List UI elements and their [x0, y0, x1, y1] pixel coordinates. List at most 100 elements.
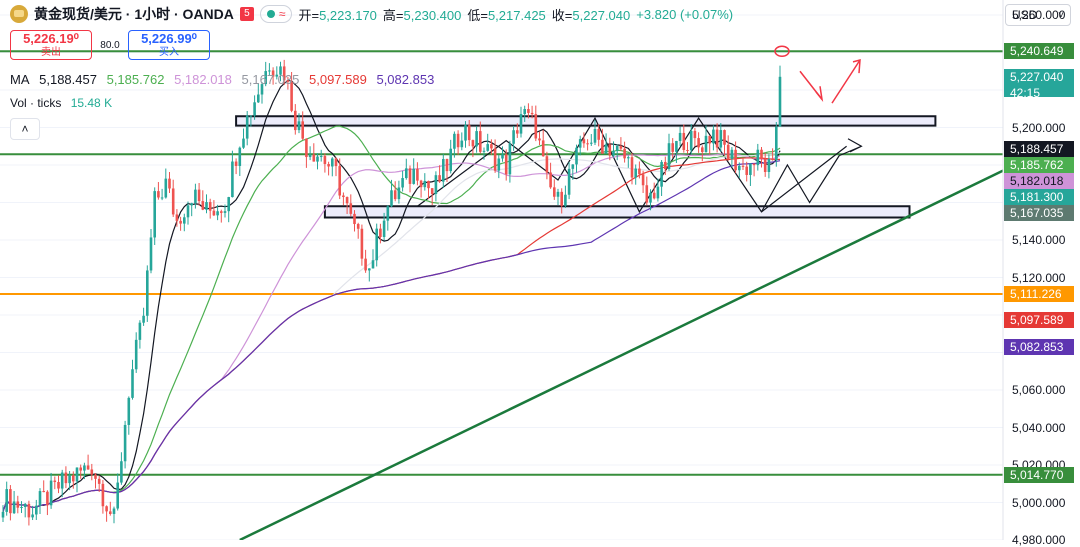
candle-106 [393, 181, 397, 202]
volume-legend[interactable]: Vol · ticks 15.48 K [10, 96, 112, 110]
candle-body [708, 135, 711, 144]
collapse-legend-button[interactable]: ˄ [10, 118, 40, 140]
candle-body [371, 260, 375, 269]
candle-43 [160, 188, 164, 201]
candle-139 [516, 123, 519, 138]
ohlc-open: 开=5,223.170 [298, 7, 377, 23]
candle-body [220, 211, 223, 213]
annotations[interactable] [774, 45, 863, 157]
candle-body [316, 156, 319, 162]
price-tag-value: 5,185.762 [1010, 158, 1064, 173]
price-zone-1[interactable] [323, 205, 911, 219]
candle-52 [194, 183, 197, 209]
candle-body [201, 201, 205, 210]
candle-body [560, 191, 563, 206]
candle-163 [604, 133, 608, 154]
candle-body [590, 142, 593, 144]
buy-button[interactable]: 5,226.99⁰ 买入 [128, 30, 210, 60]
flag-badge[interactable]: 5 [239, 7, 254, 21]
candle-12 [46, 490, 49, 516]
candle-body [360, 228, 364, 259]
candle-body [678, 132, 682, 141]
candle-36 [134, 332, 138, 373]
candle-body [645, 185, 649, 203]
candle-13 [49, 472, 53, 509]
candle-body [405, 168, 408, 179]
price-zone-0[interactable] [235, 115, 937, 127]
market-status-pill[interactable]: ≈ [259, 5, 293, 23]
candle-body [775, 126, 778, 161]
candle-body [530, 112, 534, 115]
candle-9 [35, 499, 38, 520]
sell-button[interactable]: 5,226.19⁰ 卖出 [10, 30, 92, 60]
candle-body [49, 480, 53, 506]
price-zones[interactable] [235, 115, 937, 219]
candle-body [386, 206, 390, 221]
pattern-zigzag[interactable] [417, 116, 847, 214]
chart-header: 黄金现货/美元 · 1小时 · OANDA 5 ≈ 开=5,223.170 高=… [10, 4, 733, 24]
candle-108 [401, 170, 404, 192]
candle-body [671, 143, 674, 152]
buy-label: 买入 [159, 47, 179, 58]
price-tag: 5,111.226 [1004, 285, 1074, 302]
candle-body [760, 149, 763, 159]
candle-63 [234, 158, 238, 175]
candle-136 [504, 149, 508, 181]
candle-body [197, 189, 201, 202]
candle-body [60, 472, 64, 489]
candle-185 [686, 142, 689, 154]
candle-body [471, 140, 475, 147]
candle-26 [97, 475, 101, 492]
trend-lines[interactable] [239, 116, 1004, 540]
price-tick-label: 5,140.000 [1012, 233, 1066, 247]
candle-42 [157, 182, 160, 200]
candle-body [249, 115, 253, 117]
candle-body [652, 192, 656, 199]
ma-value-4: 5,167.035 [241, 72, 300, 87]
candle-49 [183, 213, 186, 232]
candle-body [275, 74, 279, 77]
candle-body [745, 166, 748, 175]
candle-85 [316, 153, 319, 170]
candle-177 [656, 178, 660, 202]
currency-selector[interactable]: USD ˅ [1005, 4, 1071, 26]
candle-5 [20, 501, 23, 514]
moving-averages [2, 79, 781, 513]
candle-body [434, 175, 438, 194]
ascending-trendline[interactable] [239, 169, 1004, 540]
candle-195 [723, 129, 726, 156]
candle-body [397, 187, 401, 200]
candle-body [523, 109, 526, 115]
ohlc-change: +3.820 (+0.07%) [636, 6, 734, 22]
candle-body [667, 143, 671, 170]
candle-body [368, 268, 371, 271]
moving-average-1 [2, 79, 781, 513]
candle-198 [734, 141, 737, 174]
candle-98 [364, 249, 367, 273]
ma-legend[interactable]: MA 5,188.457 5,185.762 5,182.018 5,167.0… [10, 72, 440, 87]
candle-body [641, 174, 645, 186]
ma-value-3: 5,182.018 [174, 72, 232, 87]
candle-72 [268, 63, 271, 75]
candle-170 [630, 152, 634, 185]
candle-193 [715, 123, 719, 153]
candle-189 [701, 145, 704, 162]
candle-body [715, 129, 719, 148]
candle-89 [331, 157, 334, 177]
forecast-path[interactable] [760, 155, 840, 213]
candle-149 [553, 179, 556, 200]
candle-73 [271, 67, 275, 85]
ma-value-1: 5,188.457 [39, 72, 97, 87]
candle-body [9, 489, 12, 514]
candle-body [160, 197, 164, 199]
candle-body [738, 165, 741, 171]
candle-4 [16, 495, 20, 514]
candle-15 [57, 475, 60, 494]
candle-166 [615, 144, 619, 161]
symbol-title[interactable]: 黄金现货/美元 · 1小时 · OANDA [34, 6, 234, 22]
candle-body [42, 491, 45, 493]
gold-logo-icon [10, 5, 28, 23]
candle-109 [405, 158, 408, 180]
candle-40 [149, 229, 153, 274]
